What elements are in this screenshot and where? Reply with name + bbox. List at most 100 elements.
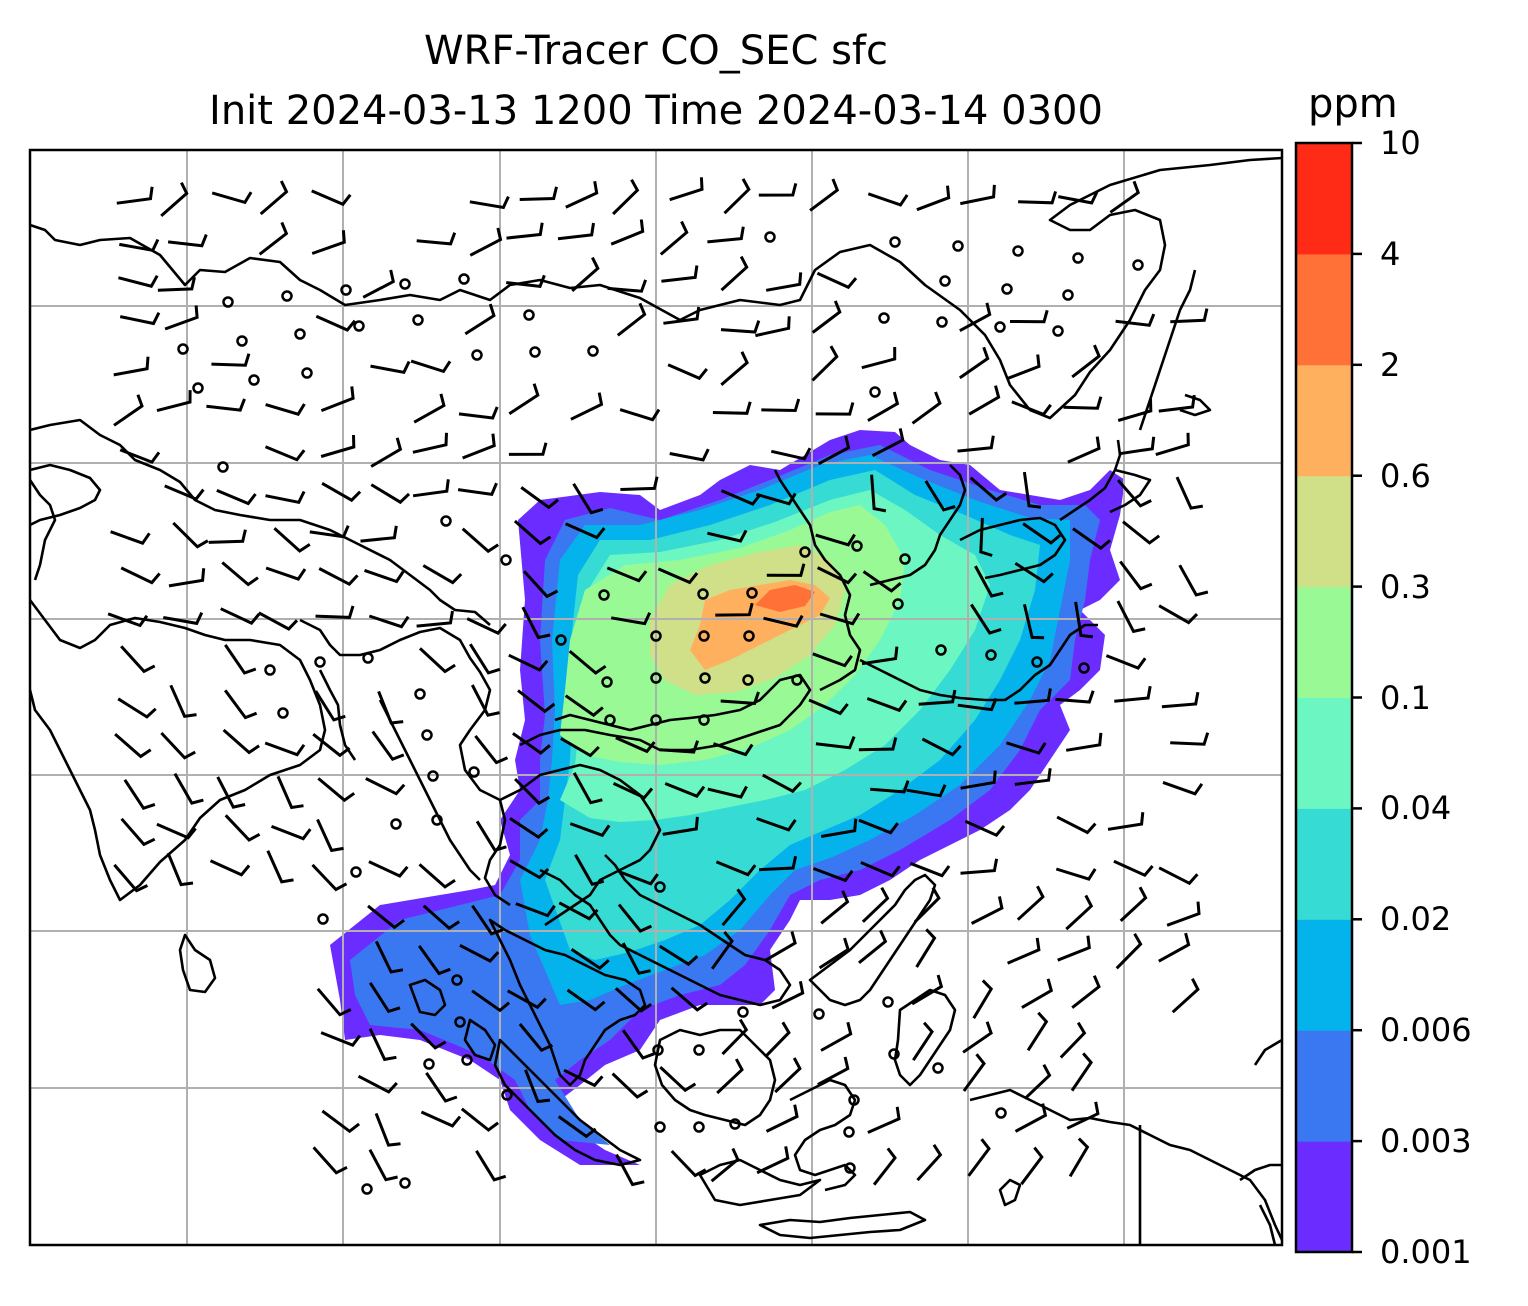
wind-barb <box>367 904 405 930</box>
wind-barb <box>119 312 161 326</box>
calm-wind-circle <box>1078 662 1090 674</box>
wind-barb <box>519 186 558 201</box>
wind-barb <box>416 610 454 628</box>
wind-barb <box>765 1104 799 1133</box>
wind-barb <box>572 772 603 805</box>
colorbar-tick-label: 0.02 <box>1380 900 1452 939</box>
wind-barb <box>723 178 751 215</box>
calm-wind-circle <box>650 672 662 684</box>
calm-wind-circle <box>440 515 452 527</box>
wind-barb <box>1170 308 1209 324</box>
calm-wind-circle <box>1052 325 1064 337</box>
calm-wind-circle <box>737 1006 749 1018</box>
wind-barb <box>512 732 551 755</box>
wind-barb <box>119 448 161 464</box>
wind-barb <box>120 817 156 847</box>
calm-wind-circle <box>848 1094 860 1106</box>
wind-barb <box>470 684 500 717</box>
wind-barb <box>658 944 699 967</box>
wind-barb <box>811 300 842 334</box>
calm-wind-circle <box>301 367 313 379</box>
wind-barb <box>410 1022 447 1050</box>
wind-barb <box>1011 400 1052 417</box>
wind-barb <box>569 822 611 838</box>
wind-barb <box>522 570 559 599</box>
colorbar-tick-label: 4 <box>1380 234 1401 273</box>
wind-barb <box>273 527 311 553</box>
colorbar-tick-label: 0.1 <box>1380 678 1431 717</box>
wind-barb <box>458 406 499 420</box>
colorbar-tick-label: 10 <box>1380 124 1421 162</box>
wind-barb <box>558 901 599 921</box>
wind-barb <box>113 863 149 893</box>
calm-wind-circle <box>340 284 352 296</box>
wind-barb <box>1113 859 1154 878</box>
wind-barb <box>707 226 745 244</box>
wind-barb <box>1161 691 1200 709</box>
wind-barb <box>867 391 900 422</box>
wind-barb <box>960 770 997 790</box>
calm-wind-circle <box>362 652 374 664</box>
wind-barb <box>1016 885 1045 921</box>
wind-barb <box>156 822 197 840</box>
wind-barb <box>872 1147 897 1186</box>
wind-barb <box>206 398 246 412</box>
wind-barb <box>911 974 944 1006</box>
wind-barb <box>416 232 457 246</box>
wind-barb <box>113 394 144 427</box>
wind-barb <box>365 777 406 796</box>
calm-wind-circle <box>693 1121 705 1133</box>
calm-wind-circle <box>192 382 204 394</box>
wind-barb <box>820 818 858 838</box>
wind-barb <box>621 1029 655 1060</box>
wind-barb <box>209 859 251 877</box>
wind-barb <box>520 486 559 510</box>
wind-barb <box>962 1021 993 1054</box>
calm-wind-circle <box>878 312 890 324</box>
wind-barb <box>1022 603 1045 640</box>
wind-barb <box>368 1028 397 1062</box>
wind-barb <box>858 818 899 835</box>
calm-wind-circle <box>421 729 433 741</box>
wind-barb <box>168 568 206 588</box>
wind-barb <box>670 1149 707 1178</box>
calm-wind-circle <box>501 1089 513 1101</box>
calm-wind-circle <box>892 598 904 610</box>
wind-barb <box>918 689 957 706</box>
wind-barb <box>763 614 804 628</box>
wind-barb <box>720 489 762 506</box>
wind-barb <box>1065 732 1103 752</box>
wind-barb <box>809 178 840 212</box>
colorbar-bin <box>1296 586 1352 698</box>
wind-barb <box>659 220 689 256</box>
wind-barb <box>761 773 802 794</box>
wind-barb <box>1171 978 1200 1014</box>
wind-barb <box>172 521 209 549</box>
wind-barb <box>107 612 149 628</box>
wind-barb <box>1116 479 1152 508</box>
wind-barb <box>612 178 640 216</box>
wind-barb <box>1122 520 1161 545</box>
wind-barb <box>615 736 656 754</box>
calm-wind-circle <box>222 296 234 308</box>
wind-barb <box>657 567 699 585</box>
calm-wind-circle <box>869 386 881 398</box>
wind-barb <box>712 401 752 415</box>
wind-barb <box>1009 309 1049 324</box>
calm-wind-circle <box>236 335 248 347</box>
wind-barb <box>521 606 551 640</box>
wind-barb <box>518 1023 554 1053</box>
wind-barb <box>508 383 540 415</box>
wind-barb <box>418 863 456 889</box>
wind-barb <box>870 780 910 794</box>
wind-barb <box>506 274 546 289</box>
calm-wind-circle <box>650 630 662 642</box>
wind-barb <box>368 1148 398 1182</box>
wind-barb <box>311 189 352 207</box>
calm-wind-circle <box>746 587 758 599</box>
wind-barb <box>1020 1146 1044 1186</box>
concentration-plume <box>330 430 1125 1165</box>
wind-barb <box>560 737 600 758</box>
wind-barb <box>265 490 306 504</box>
calm-wind-circle <box>851 540 863 552</box>
